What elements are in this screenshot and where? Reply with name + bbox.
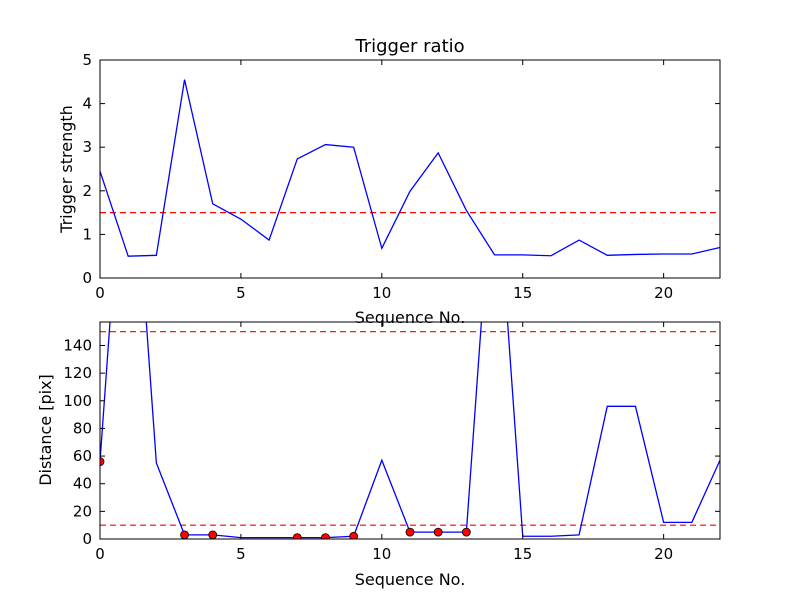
top-ytick-label: 0 [82, 269, 92, 287]
bottom-marker-point [321, 533, 330, 539]
bottom-xtick-label: 20 [654, 545, 673, 563]
bottom-ytick-label: 80 [73, 419, 92, 437]
bottom-ytick-label: 100 [63, 392, 92, 410]
bottom-xtick-label: 15 [513, 545, 532, 563]
top-ylabel: Trigger strength [57, 105, 76, 234]
bottom-xtick-label: 10 [372, 545, 391, 563]
bottom-marker-point [433, 527, 443, 537]
bottom-xtick-label: 5 [236, 545, 246, 563]
bottom-ytick-label: 140 [63, 336, 92, 354]
bottom-ticks: 0 5 10 15 20 0 20 40 60 80 100 120 140 [63, 322, 720, 563]
top-ytick-label: 3 [82, 138, 92, 156]
top-xtick-label: 5 [236, 284, 246, 302]
bottom-marker-point [180, 530, 189, 539]
top-ytick-label: 1 [82, 225, 92, 243]
bottom-ylabel: Distance [pix] [36, 374, 55, 486]
bottom-marker-point [349, 531, 359, 539]
bottom-plot-area [100, 322, 720, 539]
top-ticks: 0 5 10 15 20 0 1 2 3 4 5 [82, 51, 720, 302]
top-plot-area [100, 79, 720, 257]
top-ytick-label: 5 [82, 51, 92, 69]
top-ytick-label: 4 [82, 95, 92, 113]
top-ytick-label: 2 [82, 182, 92, 200]
bottom-marker-point [208, 530, 218, 539]
bottom-ytick-label: 120 [63, 364, 92, 382]
bottom-marker-point [405, 527, 415, 537]
bottom-xlabel: Sequence No. [355, 570, 466, 589]
bottom-ytick-label: 40 [73, 475, 92, 493]
top-series-line-0 [100, 79, 720, 257]
top-xtick-label: 10 [372, 284, 391, 302]
bottom-series-line-0 [100, 322, 720, 539]
bottom-xtick-label: 0 [95, 545, 105, 563]
top-xtick-label: 0 [95, 284, 105, 302]
trigger-ratio-plot: Trigger ratio 0 5 10 15 20 0 1 2 3 4 5 Sequence No… [57, 36, 721, 327]
top-xtick-label: 20 [654, 284, 673, 302]
bottom-axes-frame [99, 321, 721, 540]
top-xtick-label: 15 [513, 284, 532, 302]
top-xlabel: Sequence No. [355, 308, 466, 327]
top-axes-frame [99, 59, 721, 279]
bottom-marker-point [100, 457, 105, 466]
bottom-marker-point [461, 527, 471, 537]
bottom-marker-point [292, 533, 302, 539]
bottom-ytick-label: 60 [73, 447, 92, 465]
bottom-ytick-label: 0 [82, 530, 92, 548]
top-title: Trigger ratio [354, 36, 464, 57]
bottom-ytick-label: 20 [73, 502, 92, 520]
